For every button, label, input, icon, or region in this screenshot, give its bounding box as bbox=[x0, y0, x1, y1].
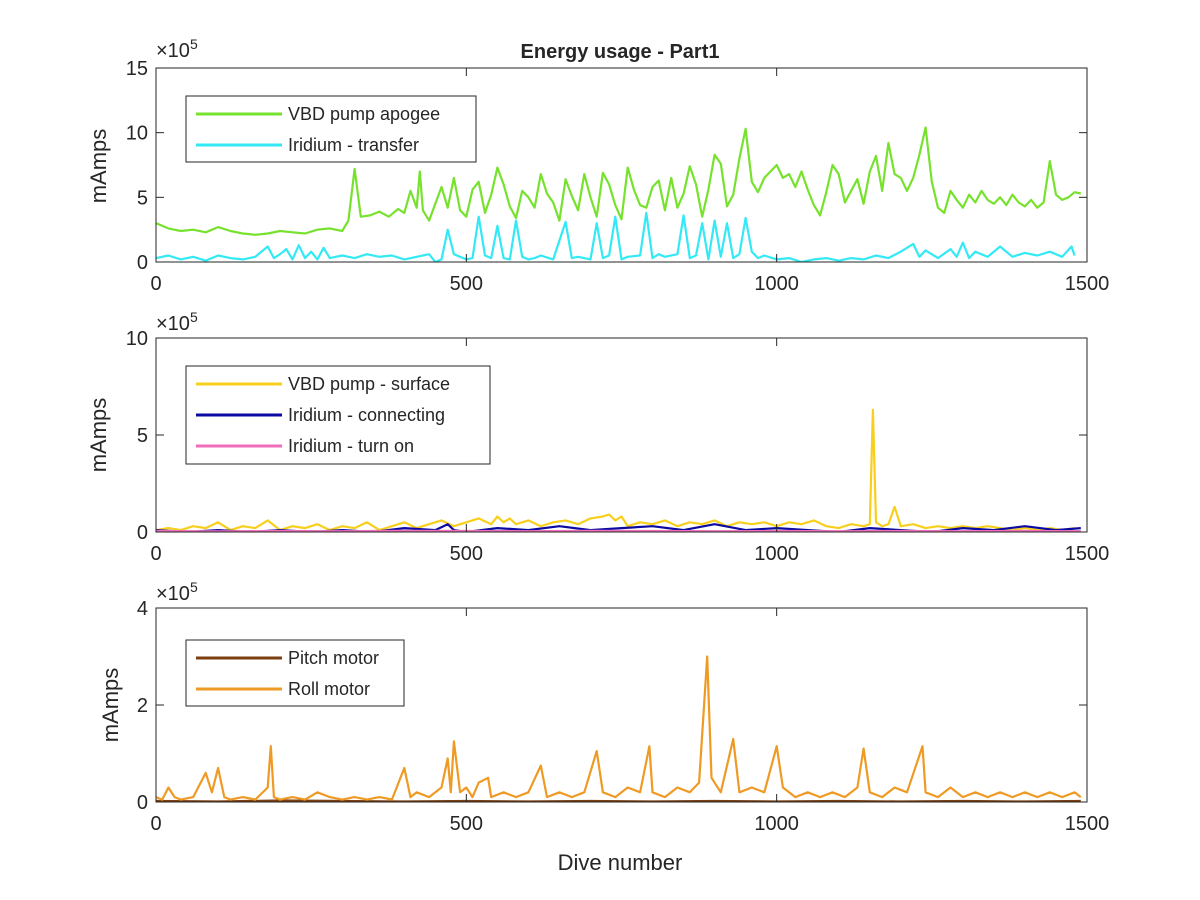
y-tick-label: 10 bbox=[126, 123, 148, 145]
y-tick-label: 5 bbox=[137, 187, 148, 209]
legend-2: VBD pump - surface Iridium - connecting Ir… bbox=[185, 365, 491, 465]
y-multiplier-1: ×105 bbox=[156, 36, 198, 62]
legend-entry: Pitch motor bbox=[288, 648, 379, 668]
plot-area-2: 0 500 1000 1500 0 5 10 VBD pump - surface Iridiu… bbox=[126, 328, 1110, 565]
x-tick-label: 1500 bbox=[1065, 543, 1110, 565]
series-line-1-1 bbox=[156, 126, 1082, 236]
series-lines bbox=[156, 408, 1081, 532]
y-multiplier-3-exponent: 5 bbox=[190, 579, 198, 595]
subplot-3: mAmps ×105 0 500 1000 1500 0 2 4 Pitch motor Rol… bbox=[98, 579, 1109, 875]
y-multiplier-3: ×105 bbox=[156, 579, 198, 605]
series-line-3-2 bbox=[156, 655, 1082, 801]
y-multiplier-2-text: ×10 bbox=[156, 313, 190, 335]
x-tick-label: 1500 bbox=[1065, 813, 1110, 835]
legend-1: VBD pump apogee Iridium - transfer bbox=[185, 95, 477, 163]
subplot-1: Energy usage - Part1 mAmps ×105 0 500 1000… bbox=[86, 36, 1109, 295]
y-tick-label: 10 bbox=[126, 328, 148, 350]
chart-title: Energy usage - Part1 bbox=[521, 41, 720, 63]
x-axis-label: Dive number bbox=[558, 850, 683, 875]
legend-entry: VBD pump - surface bbox=[288, 374, 450, 394]
plot-area-3: 0 500 1000 1500 0 2 4 Pitch motor Roll motor bbox=[137, 598, 1109, 835]
legend-entry: Iridium - turn on bbox=[288, 436, 414, 456]
axes-frame-1 bbox=[155, 67, 1088, 263]
y-multiplier-3-text: ×10 bbox=[156, 583, 190, 605]
y-axis-label-1: mAmps bbox=[86, 129, 111, 204]
x-tick-label: 1000 bbox=[754, 813, 799, 835]
series-lines bbox=[156, 126, 1082, 262]
y-tick-label: 15 bbox=[126, 58, 148, 80]
series-line-2-1 bbox=[156, 408, 1075, 532]
legend-box bbox=[185, 95, 477, 163]
y-multiplier-1-text: ×10 bbox=[156, 40, 190, 62]
series-lines bbox=[156, 655, 1082, 802]
x-tick-label: 0 bbox=[150, 543, 161, 565]
y-multiplier-2: ×105 bbox=[156, 309, 198, 335]
x-tick-label: 1500 bbox=[1065, 273, 1110, 295]
y-axis-label-3: mAmps bbox=[98, 668, 123, 743]
plot-area-1: 0 500 1000 1500 0 5 10 15 VBD pump apogee Iridium… bbox=[126, 58, 1110, 295]
y-multiplier-1-exponent: 5 bbox=[190, 36, 198, 52]
y-tick-label: 0 bbox=[137, 792, 148, 814]
y-tick-label: 4 bbox=[137, 598, 148, 620]
y-tick-label: 0 bbox=[137, 522, 148, 544]
legend-entry: Iridium - transfer bbox=[288, 135, 419, 155]
series-line-3-1 bbox=[156, 799, 1081, 802]
y-tick-label: 5 bbox=[137, 425, 148, 447]
y-tick-label: 2 bbox=[137, 695, 148, 717]
x-tick-label: 500 bbox=[450, 543, 483, 565]
x-tick-label: 1000 bbox=[754, 543, 799, 565]
x-tick-label: 0 bbox=[150, 273, 161, 295]
series-line-2-3 bbox=[156, 529, 1081, 532]
legend-entry: Roll motor bbox=[288, 679, 370, 699]
y-tick-label: 0 bbox=[137, 252, 148, 274]
x-tick-label: 1000 bbox=[754, 273, 799, 295]
legend-entry: Iridium - connecting bbox=[288, 405, 445, 425]
x-tick-label: 0 bbox=[150, 813, 161, 835]
y-axis-label-2: mAmps bbox=[86, 398, 111, 473]
legend-3: Pitch motor Roll motor bbox=[185, 639, 405, 707]
series-line-1-2 bbox=[156, 211, 1076, 262]
legend-entry: VBD pump apogee bbox=[288, 104, 440, 124]
legend-box bbox=[185, 639, 405, 707]
y-multiplier-2-exponent: 5 bbox=[190, 309, 198, 325]
x-tick-label: 500 bbox=[450, 273, 483, 295]
x-tick-label: 500 bbox=[450, 813, 483, 835]
